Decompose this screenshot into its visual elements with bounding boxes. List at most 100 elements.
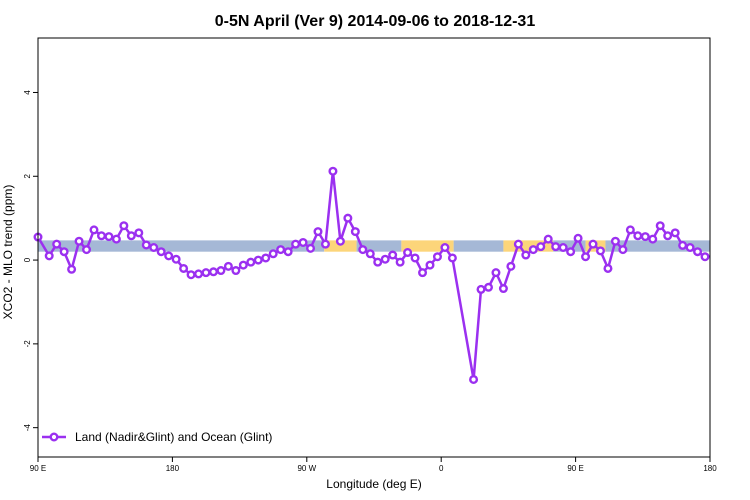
data-point-20 <box>186 270 196 280</box>
data-point-85 <box>685 242 695 252</box>
data-point-2 <box>52 239 62 249</box>
data-point-16 <box>156 247 166 257</box>
data-point-29 <box>253 255 263 265</box>
data-point-48 <box>395 257 405 267</box>
data-point-23 <box>208 267 218 277</box>
data-point-44 <box>365 249 375 259</box>
y-tick-label-0: -4 <box>23 424 32 432</box>
series-layer <box>33 166 710 384</box>
data-point-1 <box>44 251 54 261</box>
band-segment-0 <box>38 240 325 252</box>
data-point-82 <box>663 231 673 241</box>
data-point-58 <box>483 282 493 292</box>
data-point-78 <box>633 231 643 241</box>
data-point-64 <box>528 245 538 255</box>
data-point-3 <box>59 247 69 257</box>
data-point-73 <box>595 246 605 256</box>
data-point-52 <box>425 260 435 270</box>
y-tick-label-4: 4 <box>23 90 32 95</box>
x-tick-label-1: 180 <box>166 464 180 473</box>
data-point-14 <box>141 240 151 250</box>
data-point-72 <box>588 239 598 249</box>
x-tick-label-4: 90 E <box>567 464 583 473</box>
data-point-76 <box>618 245 628 255</box>
data-point-54 <box>440 242 450 252</box>
data-point-65 <box>536 242 546 252</box>
data-point-5 <box>74 236 84 246</box>
data-point-4 <box>67 264 77 274</box>
data-point-6 <box>82 245 92 255</box>
data-point-86 <box>693 247 703 257</box>
data-point-33 <box>283 247 293 257</box>
chart-title: 0-5N April (Ver 9) 2014-09-06 to 2018-12… <box>215 13 536 30</box>
data-point-59 <box>491 268 501 278</box>
band-segment-4 <box>453 240 504 252</box>
data-point-77 <box>625 225 635 235</box>
data-point-22 <box>201 268 211 278</box>
data-point-8 <box>96 231 106 241</box>
data-point-31 <box>268 249 278 259</box>
data-point-15 <box>149 242 159 252</box>
data-point-21 <box>194 269 204 279</box>
data-point-70 <box>573 233 583 243</box>
data-point-67 <box>551 242 561 252</box>
data-point-63 <box>521 250 531 260</box>
data-point-24 <box>216 266 226 276</box>
band-segment-8 <box>605 240 710 252</box>
data-point-81 <box>655 221 665 231</box>
data-point-38 <box>320 239 330 249</box>
y-axis: -4 -2 0 2 4 <box>23 90 38 432</box>
data-point-45 <box>373 257 383 267</box>
data-point-51 <box>418 268 428 278</box>
data-point-10 <box>111 234 121 244</box>
data-point-34 <box>291 239 301 249</box>
data-point-62 <box>513 239 523 249</box>
data-point-25 <box>223 261 233 271</box>
data-point-28 <box>246 257 256 267</box>
band-segment-6 <box>553 240 586 252</box>
data-point-87 <box>700 252 710 262</box>
data-point-42 <box>350 227 360 237</box>
data-point-39 <box>328 166 338 176</box>
x-tick-label-2: 90 W <box>297 464 316 473</box>
data-point-79 <box>640 232 650 242</box>
x-tick-label-0: 90 E <box>30 464 46 473</box>
data-point-30 <box>261 253 271 263</box>
data-point-7 <box>89 225 99 235</box>
data-point-80 <box>648 234 658 244</box>
plot-frame <box>37 37 711 458</box>
data-point-61 <box>506 261 516 271</box>
legend-label: Land (Nadir&Glint) and Ocean (Glint) <box>75 430 272 444</box>
band-segment-1 <box>324 240 357 252</box>
data-point-18 <box>171 254 181 264</box>
data-point-26 <box>231 266 241 276</box>
data-point-47 <box>388 250 398 260</box>
data-point-43 <box>358 245 368 255</box>
data-point-40 <box>335 236 345 246</box>
band-segment-5 <box>503 240 554 252</box>
data-point-12 <box>126 231 136 241</box>
y-axis-label: XCO2 - MLO trend (ppm) <box>1 185 15 320</box>
x-axis: 90 E 180 90 W 0 90 E 180 <box>30 457 717 473</box>
data-point-50 <box>410 253 420 263</box>
data-point-35 <box>298 237 308 247</box>
y-tick-label-3: 2 <box>23 173 32 178</box>
data-point-37 <box>313 227 323 237</box>
data-point-46 <box>380 254 390 264</box>
data-point-57 <box>476 284 486 294</box>
data-point-32 <box>276 245 286 255</box>
x-tick-label-5: 180 <box>703 464 717 473</box>
data-point-55 <box>447 253 457 263</box>
legend: Land (Nadir&Glint) and Ocean (Glint) <box>42 430 272 444</box>
data-point-17 <box>164 251 174 261</box>
data-point-84 <box>678 240 688 250</box>
data-point-69 <box>566 247 576 257</box>
x-tick-label-3: 0 <box>439 464 444 473</box>
data-point-9 <box>104 232 114 242</box>
data-point-83 <box>670 228 680 238</box>
data-point-71 <box>581 252 591 262</box>
data-point-74 <box>603 263 613 273</box>
data-point-75 <box>610 236 620 246</box>
data-point-56 <box>469 374 479 384</box>
